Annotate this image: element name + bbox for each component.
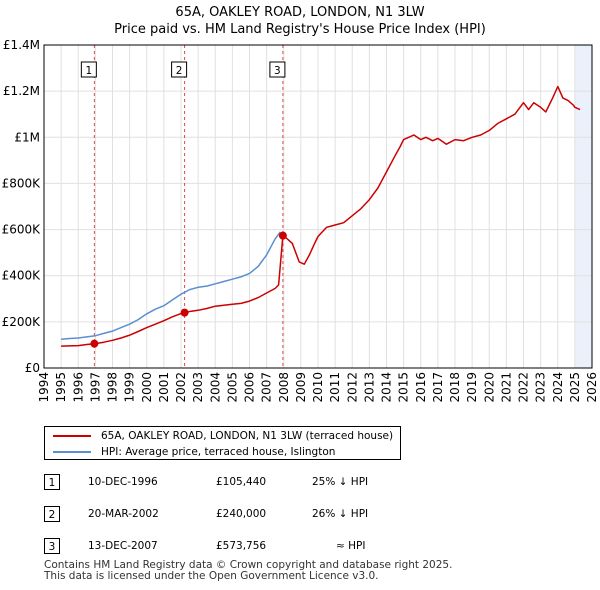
y-tick-label: £200K [2, 315, 42, 329]
x-tick-label: 2022 [517, 372, 531, 403]
sale-badge-label: 2 [176, 65, 183, 77]
x-tick-label: 2003 [191, 372, 205, 403]
sale-number-badge: 3 [44, 538, 60, 554]
sale-point [90, 339, 99, 348]
x-tick-label: 2011 [328, 372, 342, 403]
x-tick-label: 2025 [568, 372, 582, 403]
x-tick-label: 2014 [380, 372, 394, 403]
x-tick-label: 2016 [414, 372, 428, 403]
attribution-line: Contains HM Land Registry data © Crown c… [44, 559, 453, 571]
x-tick-label: 2024 [551, 372, 565, 403]
y-tick-label: £800K [2, 176, 42, 190]
sale-row: 1 10-DEC-1996 £105,440 25% ↓ HPI [44, 474, 404, 492]
y-tick-label: £1.2M [3, 84, 40, 98]
sale-hpi-relation: 26% ↓ HPI [312, 508, 369, 520]
x-tick-label: 2013 [362, 372, 376, 403]
x-tick-label: 2004 [208, 372, 222, 403]
sale-date: 10-DEC-1996 [88, 476, 158, 488]
sale-badge-label: 1 [86, 65, 93, 77]
x-tick-label: 2017 [431, 372, 445, 403]
attribution-footer: Contains HM Land Registry data © Crown c… [44, 560, 452, 582]
sale-badge-box [171, 61, 188, 78]
chart-legend: 65A, OAKLEY ROAD, LONDON, N1 3LW (terrac… [44, 426, 401, 460]
legend-item-hpi: HPI: Average price, terraced house, Isli… [53, 445, 335, 459]
x-tick-label: 2001 [157, 372, 171, 403]
x-tick-label: 2012 [345, 372, 359, 403]
x-tick-label: 1995 [54, 372, 68, 403]
x-tick-label: 2019 [465, 372, 479, 403]
legend-swatch-hpi [53, 451, 91, 453]
x-tick-label: 2008 [277, 372, 291, 403]
sale-badge-label: 3 [274, 65, 281, 77]
legend-label-hpi: HPI: Average price, terraced house, Isli… [101, 446, 336, 458]
legend-swatch-property [53, 435, 91, 437]
x-tick-label: 1998 [106, 372, 120, 403]
sale-date: 13-DEC-2007 [88, 540, 158, 552]
recent-data-shade [574, 45, 592, 368]
sale-number-badge: 1 [44, 474, 60, 490]
x-tick-label: 2018 [448, 372, 462, 403]
sale-number-badge: 2 [44, 506, 60, 522]
x-tick-label: 2020 [482, 372, 496, 403]
x-tick-label: 2026 [585, 372, 599, 403]
y-tick-label: £1.4M [3, 38, 40, 52]
y-tick-label: £400K [2, 269, 42, 283]
sale-row: 3 13-DEC-2007 £573,756 ≈ HPI [44, 538, 404, 556]
sale-point [180, 308, 189, 317]
x-tick-label: 2000 [140, 372, 154, 403]
x-tick-label: 2007 [260, 372, 274, 403]
chart-subtitle: Price paid vs. HM Land Registry's House … [114, 22, 486, 37]
sale-price: £573,756 [216, 540, 267, 552]
legend-item-property: 65A, OAKLEY ROAD, LONDON, N1 3LW (terrac… [53, 429, 393, 443]
sale-hpi-relation: ≈ HPI [336, 540, 366, 552]
sale-badge-box [269, 61, 286, 78]
series-line-property [61, 85, 581, 347]
x-tick-label: 2005 [225, 372, 239, 403]
license-line: This data is licensed under the Open Gov… [44, 570, 379, 582]
legend-label-property: 65A, OAKLEY ROAD, LONDON, N1 3LW (terrac… [101, 430, 394, 442]
y-tick-label: £1M [14, 130, 40, 144]
y-tick-label: £0 [25, 361, 40, 375]
sale-hpi-relation: 25% ↓ HPI [312, 476, 369, 488]
x-tick-label: 2010 [311, 372, 325, 403]
x-tick-label: 2009 [294, 372, 308, 403]
sale-price: £105,440 [216, 476, 267, 488]
x-tick-label: 2021 [499, 372, 513, 403]
x-tick-label: 1996 [71, 372, 85, 403]
x-tick-label: 1999 [123, 372, 137, 403]
plot-frame [43, 44, 593, 369]
sale-price: £240,000 [216, 508, 267, 520]
sale-badge-box [80, 61, 97, 78]
sale-date: 20-MAR-2002 [88, 508, 159, 520]
x-tick-label: 2015 [397, 372, 411, 403]
x-tick-label: 1997 [88, 372, 102, 403]
x-tick-label: 2006 [243, 372, 257, 403]
x-tick-label: 1994 [37, 372, 51, 403]
sale-point [278, 231, 287, 240]
series-line-hpi [61, 231, 281, 340]
x-tick-label: 2023 [534, 372, 548, 403]
sale-row: 2 20-MAR-2002 £240,000 26% ↓ HPI [44, 506, 404, 524]
y-tick-label: £600K [2, 223, 42, 237]
x-tick-label: 2002 [174, 372, 188, 403]
chart-title: 65A, OAKLEY ROAD, LONDON, N1 3LW [175, 5, 424, 20]
